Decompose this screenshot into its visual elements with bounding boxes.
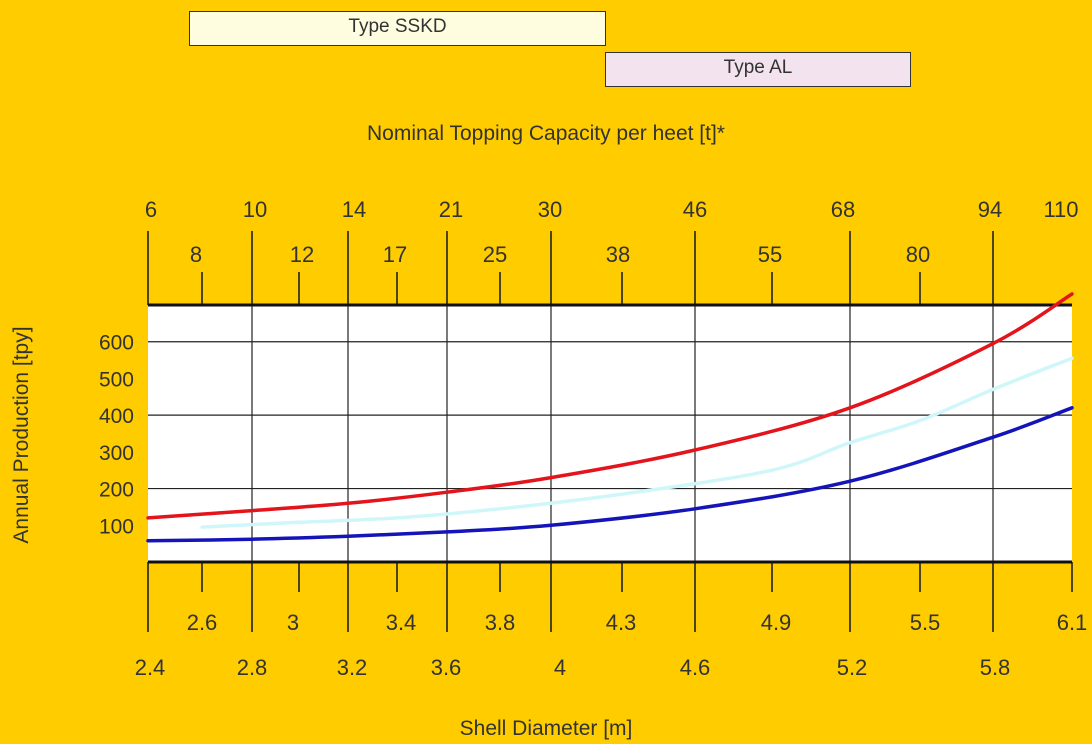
x-major-tick-label: 3.6 bbox=[431, 655, 462, 680]
x-major-tick-label: 4 bbox=[554, 655, 566, 680]
top-major-tick-label: 6 bbox=[145, 197, 157, 222]
top-major-tick-label: 21 bbox=[439, 197, 463, 222]
series-red-line bbox=[146, 292, 1074, 520]
top-major-tick-label: 14 bbox=[342, 197, 366, 222]
x-minor-tick-label: 6.1 bbox=[1057, 610, 1088, 635]
x-major-tick-label: 5.2 bbox=[837, 655, 868, 680]
series-light-line bbox=[200, 356, 1074, 529]
x-minor-tick-label: 5.5 bbox=[910, 610, 941, 635]
y-tick-label: 100 bbox=[99, 515, 134, 538]
type-al-label: Type AL bbox=[605, 52, 911, 87]
top-minor-tick-label: 38 bbox=[606, 242, 630, 267]
top-minor-tick-label: 8 bbox=[190, 242, 202, 267]
x-major-tick-label: 2.4 bbox=[135, 655, 166, 680]
y-tick-label: 600 bbox=[99, 332, 134, 355]
top-minor-tick-label: 12 bbox=[290, 242, 314, 267]
x-major-tick-label: 5.8 bbox=[980, 655, 1011, 680]
top-axis-title: Nominal Topping Capacity per heet [t]* bbox=[367, 122, 725, 145]
x-major-tick-label: 2.8 bbox=[237, 655, 268, 680]
top-major-tick-label: 10 bbox=[243, 197, 267, 222]
top-major-tick-label: 110 bbox=[1043, 197, 1078, 222]
type-sskd-label: Type SSKD bbox=[189, 11, 606, 46]
top-major-tick-label: 94 bbox=[978, 197, 1002, 222]
x-major-tick-label: 3.2 bbox=[337, 655, 368, 680]
y-tick-label: 500 bbox=[99, 368, 134, 391]
x-minor-tick-label: 3.8 bbox=[485, 610, 516, 635]
top-minor-tick-label: 80 bbox=[906, 242, 930, 267]
x-minor-tick-label: 3 bbox=[287, 610, 299, 635]
top-minor-tick-label: 55 bbox=[758, 242, 782, 267]
x-minor-tick-label: 4.3 bbox=[606, 610, 637, 635]
top-major-tick-label: 46 bbox=[683, 197, 707, 222]
x-major-tick-label: 4.6 bbox=[680, 655, 711, 680]
x-minor-tick-label: 4.9 bbox=[761, 610, 792, 635]
x-axis-label: Shell Diameter [m] bbox=[459, 717, 633, 740]
y-tick-label: 400 bbox=[99, 405, 134, 428]
top-major-tick-label: 68 bbox=[831, 197, 855, 222]
series-blue-line bbox=[146, 406, 1074, 543]
x-minor-tick-label: 2.6 bbox=[187, 610, 218, 635]
y-tick-label: 300 bbox=[99, 442, 134, 465]
top-major-tick-label: 30 bbox=[538, 197, 562, 222]
y-tick-label: 200 bbox=[99, 479, 134, 502]
x-minor-tick-label: 3.4 bbox=[386, 610, 417, 635]
top-minor-tick-label: 25 bbox=[483, 242, 507, 267]
top-minor-tick-label: 17 bbox=[383, 242, 407, 267]
